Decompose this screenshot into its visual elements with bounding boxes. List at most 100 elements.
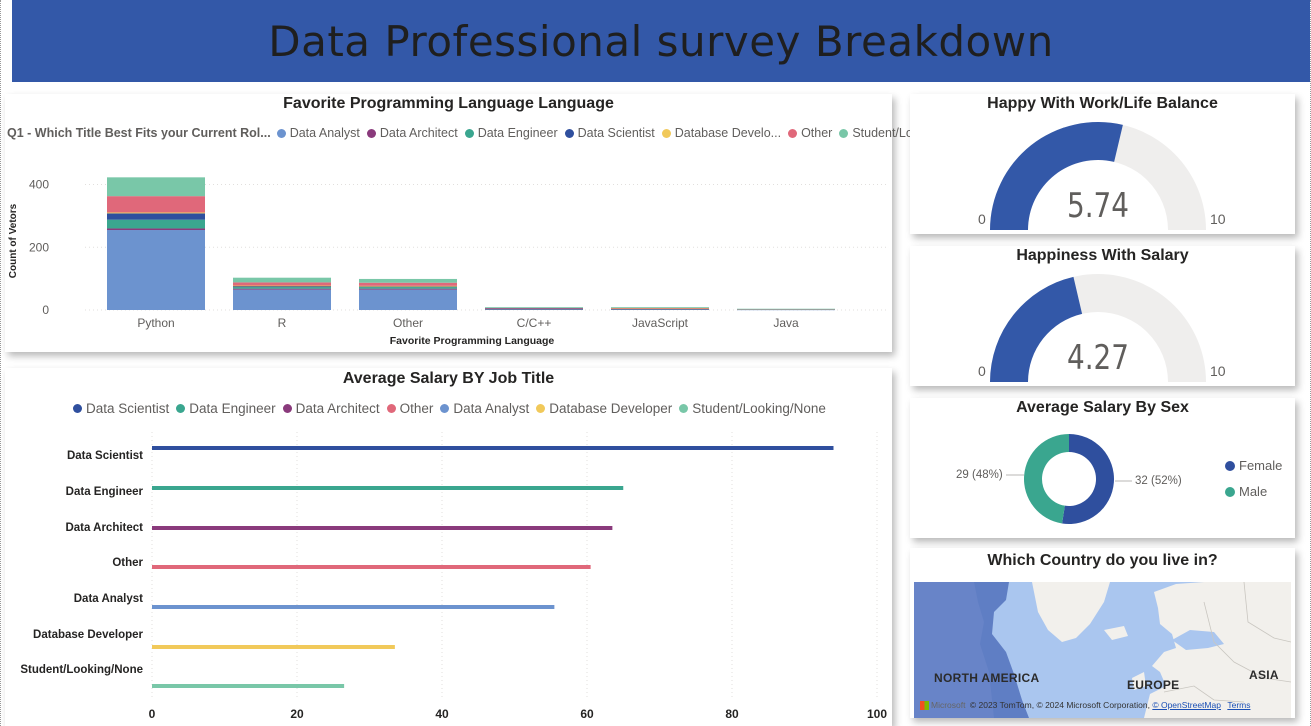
legend-dot-icon — [176, 404, 186, 413]
stacked-bar-segment[interactable] — [359, 282, 457, 286]
sex-donut-chart[interactable] — [910, 398, 1295, 538]
language-legend-item[interactable]: Data Analyst — [276, 126, 360, 140]
gauge-value: 4.27 — [1066, 338, 1130, 378]
language-legend-item[interactable]: Other — [788, 126, 832, 140]
stacked-bar-segment[interactable] — [485, 307, 583, 308]
legend-label: Other — [399, 401, 434, 416]
x-tick-label: JavaScript — [632, 316, 689, 330]
stacked-bar-segment[interactable] — [107, 213, 205, 220]
salary-legend-item[interactable]: Database Developer — [536, 401, 672, 416]
salary-legend-item[interactable]: Other — [386, 401, 434, 416]
sex-legend-item[interactable]: Female — [1225, 458, 1282, 473]
legend-dot-icon — [839, 128, 849, 138]
stacked-bar-segment[interactable] — [107, 219, 205, 229]
x-axis-label: Favorite Programming Language — [390, 335, 555, 347]
stacked-bar-segment[interactable] — [737, 308, 835, 310]
salary-legend-item[interactable]: Student/Looking/None — [679, 401, 826, 416]
stacked-bar-segment[interactable] — [107, 177, 205, 197]
salary-chart-legend[interactable]: Data Scientist Data Engineer Data Architec… — [73, 401, 833, 416]
stacked-bar-segment[interactable] — [359, 278, 457, 283]
sex-chart-legend[interactable]: Female Male — [1225, 458, 1282, 510]
language-chart-legend[interactable]: Q1 - Which Title Best Fits your Current … — [7, 126, 937, 140]
salary-bar[interactable] — [152, 526, 613, 530]
category-label: Student/Looking/None — [20, 664, 143, 676]
x-tick-label: Other — [393, 316, 423, 330]
sex-chart-title: Average Salary By Sex — [1016, 399, 1189, 416]
y-tick-label: 400 — [29, 178, 49, 192]
gauge-value: 5.74 — [1066, 186, 1130, 226]
salary-happiness-gauge — [990, 274, 1206, 382]
stacked-bar-segment[interactable] — [107, 228, 205, 231]
legend-label: Other — [801, 126, 833, 140]
language-legend-item[interactable]: Data Architect — [366, 126, 458, 140]
stacked-bar-segment[interactable] — [233, 282, 331, 286]
salary-legend-item[interactable]: Data Scientist — [73, 401, 169, 416]
stacked-bar-segment[interactable] — [611, 307, 709, 308]
stacked-bar-segment[interactable] — [233, 288, 331, 290]
donut-slice[interactable] — [1062, 434, 1114, 524]
stacked-bar-segment[interactable] — [359, 285, 457, 287]
legend-label: Male — [1239, 484, 1268, 499]
salary-bar[interactable] — [152, 565, 591, 569]
legend-label: Data Architect — [379, 126, 458, 140]
stacked-bar-segment[interactable] — [107, 230, 205, 310]
legend-dot-icon — [386, 404, 396, 413]
world-map[interactable]: NORTH AMERICA EUROPE ASIA Microsoft © 20… — [914, 582, 1291, 718]
header-banner: Data Professional survey Breakdown — [12, 0, 1310, 82]
salary-bar[interactable] — [152, 645, 395, 649]
stacked-bar-segment[interactable] — [233, 285, 331, 287]
stacked-bar-segment[interactable] — [107, 212, 205, 214]
x-tick-label: Python — [137, 316, 174, 330]
salary-bar[interactable] — [152, 446, 834, 450]
salary-gauge-card[interactable]: Happiness With Salary 0 10 4.27 — [910, 246, 1295, 386]
legend-label: Database Developer — [549, 401, 673, 416]
x-tick-label: 0 — [149, 707, 156, 721]
sex-legend-item[interactable]: Male — [1225, 484, 1282, 499]
openstreetmap-link[interactable]: © OpenStreetMap — [1152, 700, 1221, 710]
salary-bar[interactable] — [152, 684, 345, 688]
stacked-bar-segment[interactable] — [233, 277, 331, 283]
stacked-bar-segment[interactable] — [611, 307, 709, 309]
salary-legend-item[interactable]: Data Analyst — [440, 401, 529, 416]
worklife-gauge-card[interactable]: Happy With Work/Life Balance 0 10 5.74 — [910, 94, 1295, 234]
gauge-min-label: 0 — [978, 211, 986, 227]
stacked-bar-segment[interactable] — [233, 287, 331, 289]
x-tick-label: R — [278, 316, 287, 330]
category-label: Data Architect — [65, 522, 143, 534]
female-data-label: 32 (52%) — [1135, 475, 1182, 487]
map-graphic — [914, 582, 1291, 718]
stacked-bar-segment[interactable] — [107, 196, 205, 213]
legend-dot-icon — [73, 404, 82, 413]
terms-link[interactable]: Terms — [1227, 700, 1251, 710]
language-legend-item[interactable]: Database Develo... — [661, 126, 781, 140]
country-map-card[interactable]: Which Country do you live in? N — [910, 548, 1295, 718]
salary-legend-item[interactable]: Data Engineer — [176, 401, 276, 416]
legend-label: Data Analyst — [453, 401, 530, 416]
map-title: Which Country do you live in? — [987, 552, 1218, 569]
stacked-bar-segment[interactable] — [233, 289, 331, 310]
language-chart-card[interactable]: Favorite Programming Language Language Q… — [5, 94, 930, 352]
language-legend-item[interactable]: Data Engineer — [464, 126, 558, 140]
stacked-bar-segment[interactable] — [359, 288, 457, 290]
language-chart-title: Favorite Programming Language Language — [283, 95, 614, 112]
donut-slice[interactable] — [1023, 434, 1069, 524]
salary-bar[interactable] — [152, 605, 555, 609]
salary-by-title-card[interactable]: Average Salary BY Job Title Data Scienti… — [5, 368, 892, 726]
stacked-bar-segment[interactable] — [359, 287, 457, 289]
salary-chart-title: Average Salary BY Job Title — [342, 370, 555, 387]
legend-label: Data Architect — [295, 401, 380, 416]
gauge-fill — [990, 121, 1123, 230]
salary-bar[interactable] — [152, 486, 624, 490]
stacked-bar-segment[interactable] — [485, 307, 583, 309]
salary-by-sex-card[interactable]: Average Salary By Sex 32 (52%) 29 (48%) … — [910, 398, 1295, 538]
language-legend-item[interactable]: Data Scientist — [564, 126, 655, 140]
legend-dot-icon — [564, 128, 574, 138]
gauge-min-label: 0 — [978, 363, 986, 379]
legend-dot-icon — [464, 128, 474, 138]
stacked-bar-segment[interactable] — [233, 285, 331, 288]
language-chart-plot[interactable]: 0 200 400 Count of Vetors Favorite Programmi… — [5, 94, 892, 352]
salary-legend-item[interactable]: Data Architect — [282, 401, 380, 416]
legend-label: Data Scientist — [577, 126, 655, 140]
stacked-bar-segment[interactable] — [359, 289, 457, 310]
